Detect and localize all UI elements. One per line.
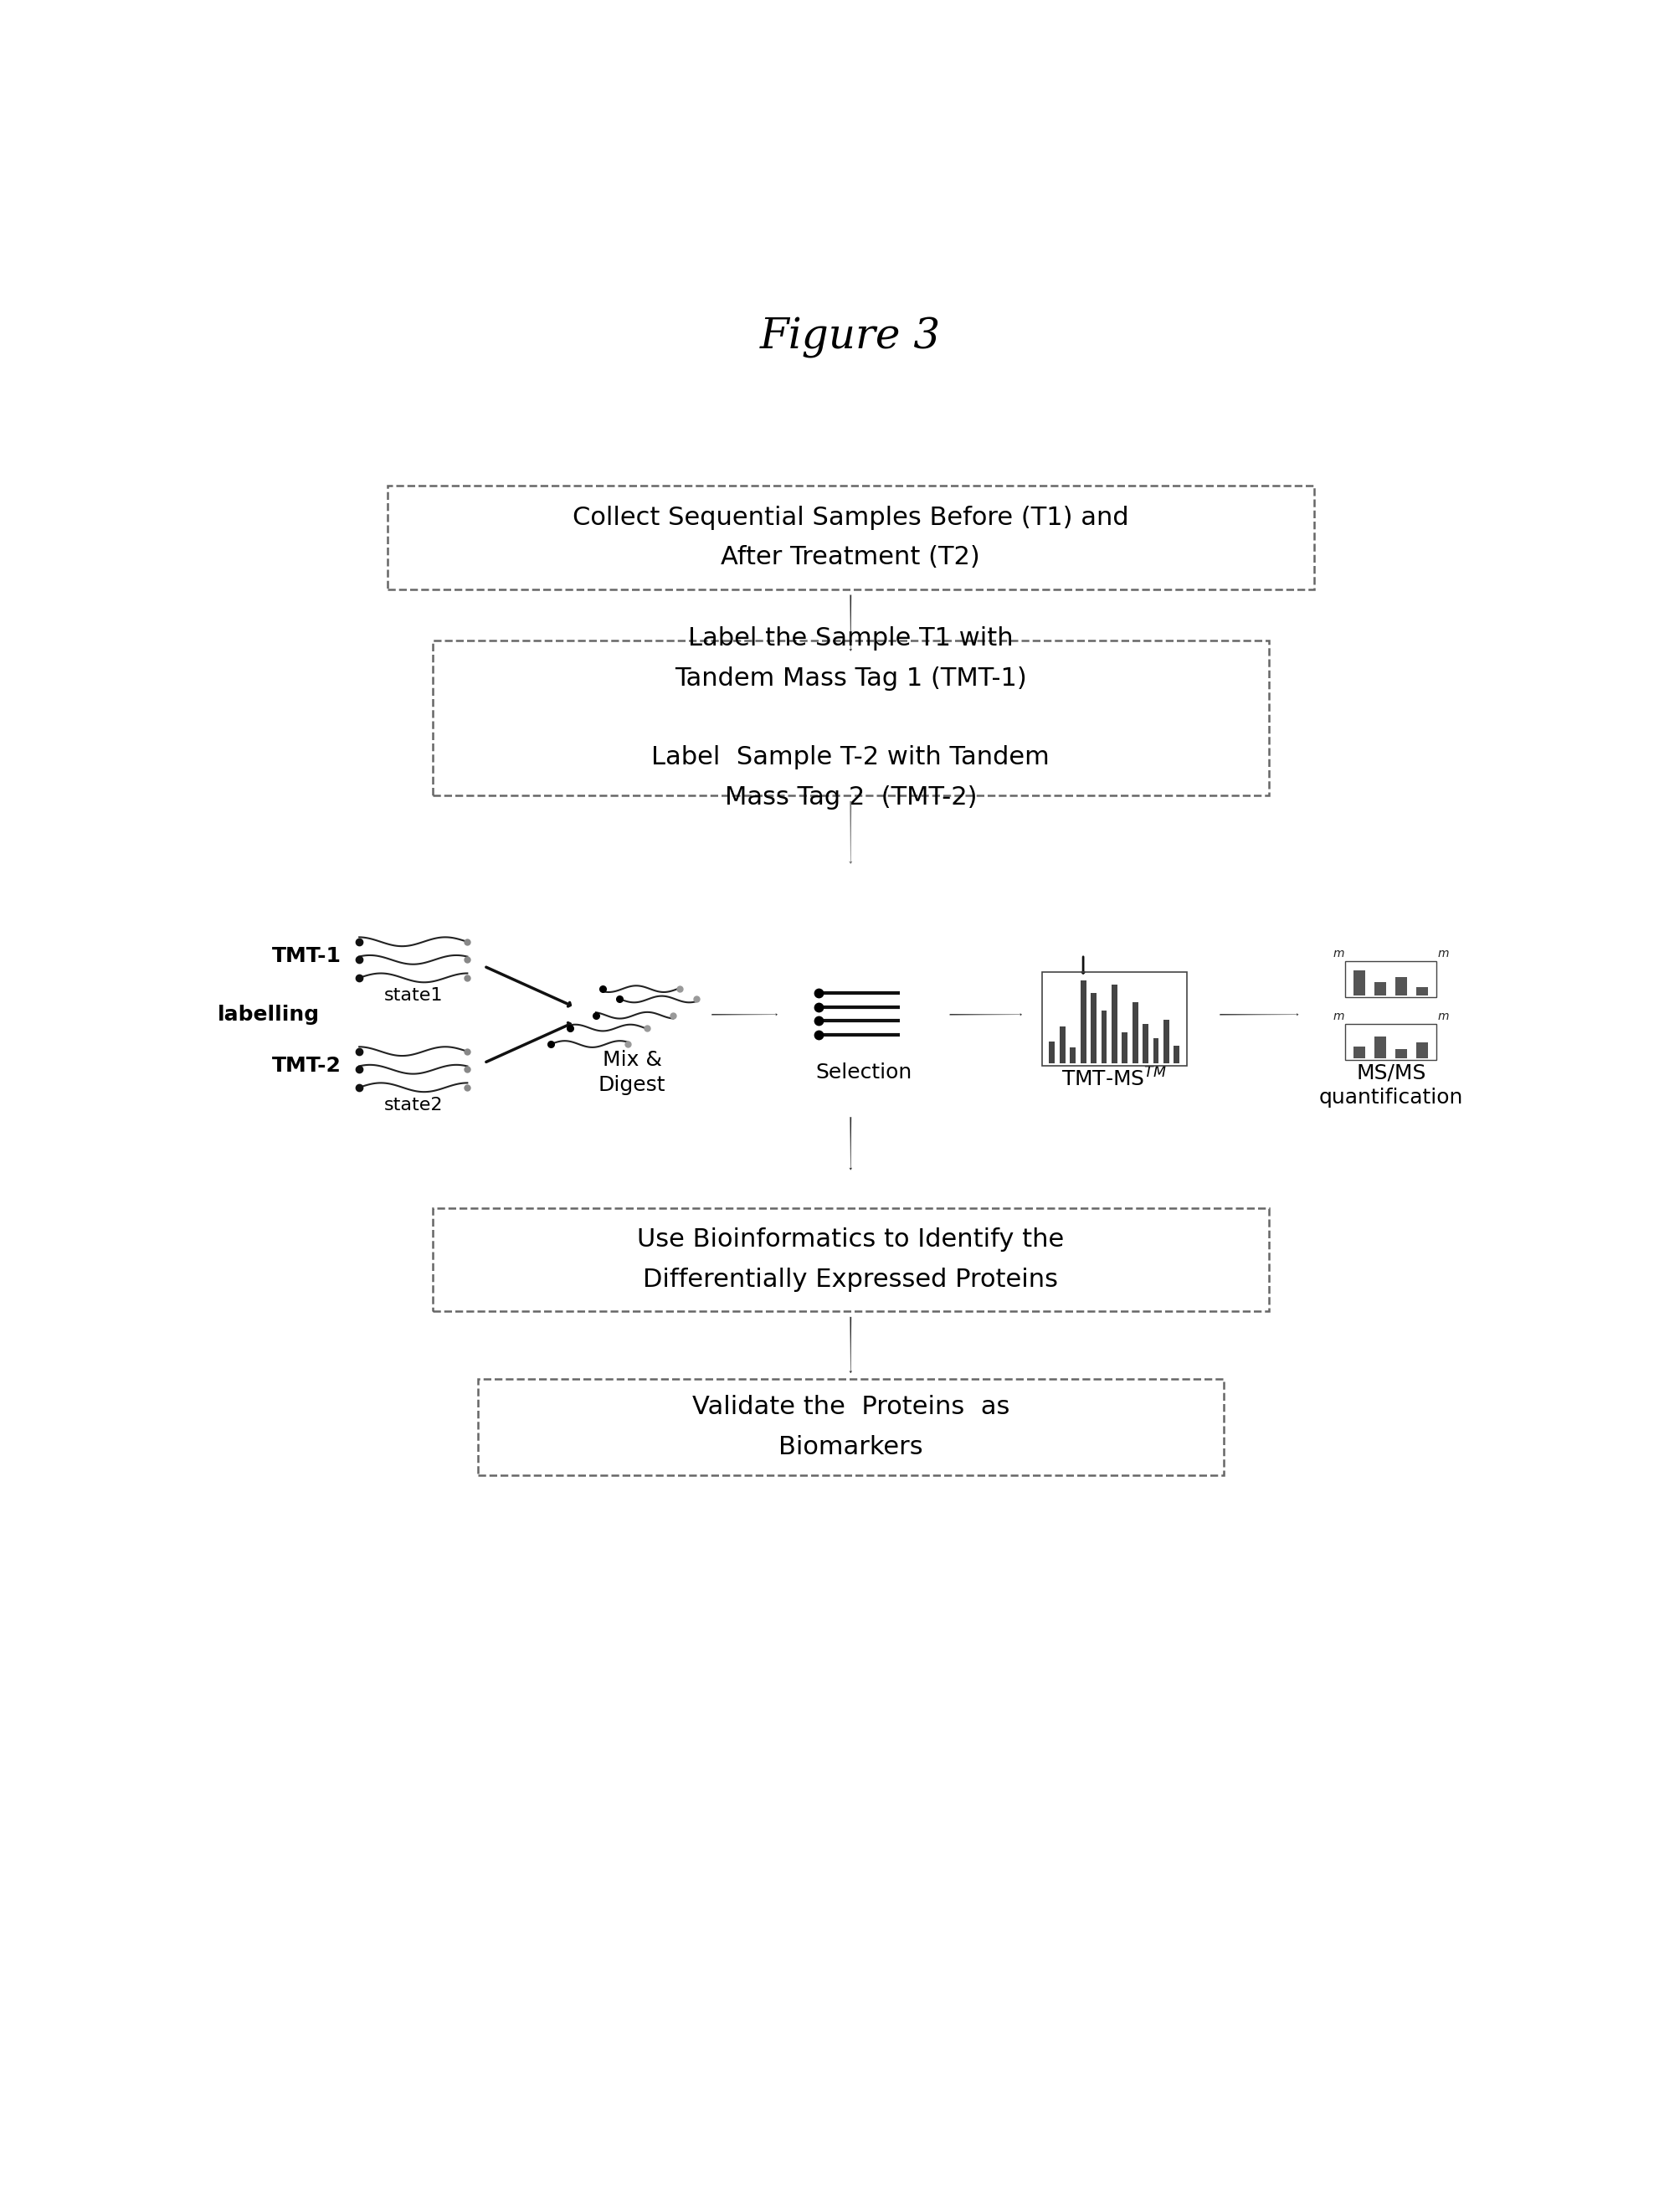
Bar: [1090, 993, 1097, 1064]
Bar: [1042, 971, 1186, 1066]
Bar: [1395, 1048, 1407, 1057]
Bar: [1354, 971, 1365, 995]
Text: Use Bioinformatics to Identify the
Differentially Expressed Proteins: Use Bioinformatics to Identify the Diffe…: [637, 1228, 1063, 1292]
Bar: [1121, 1033, 1126, 1064]
Text: Mix &
Digest: Mix & Digest: [597, 1051, 665, 1095]
FancyBboxPatch shape: [433, 641, 1267, 796]
Bar: [1344, 960, 1437, 998]
Text: MS/MS
quantification: MS/MS quantification: [1319, 1064, 1462, 1108]
Text: TMT-MS$^{TM}$: TMT-MS$^{TM}$: [1062, 1068, 1166, 1091]
FancyBboxPatch shape: [433, 1208, 1267, 1312]
Text: Figure 3: Figure 3: [760, 316, 941, 358]
Bar: [1112, 984, 1117, 1064]
Bar: [1070, 1046, 1075, 1064]
Text: labelling: labelling: [217, 1004, 320, 1024]
Bar: [1163, 1020, 1168, 1064]
Bar: [1395, 978, 1407, 995]
Text: Collect Sequential Samples Before (T1) and
After Treatment (T2): Collect Sequential Samples Before (T1) a…: [572, 507, 1128, 568]
Bar: [1354, 1046, 1365, 1057]
Bar: [1415, 1042, 1427, 1057]
Bar: [1374, 982, 1385, 995]
Text: state1: state1: [383, 987, 443, 1004]
Bar: [1131, 1002, 1138, 1064]
Text: TMT-1: TMT-1: [272, 947, 342, 967]
Bar: [1141, 1024, 1148, 1064]
Bar: [1048, 1042, 1055, 1064]
Bar: [1173, 1046, 1180, 1064]
Bar: [1100, 1011, 1107, 1064]
Bar: [1374, 1037, 1385, 1057]
Bar: [1415, 987, 1427, 995]
Bar: [1058, 1026, 1065, 1064]
Bar: [1344, 1024, 1437, 1060]
Text: m: m: [1437, 949, 1448, 960]
FancyBboxPatch shape: [388, 487, 1314, 588]
Bar: [1080, 980, 1085, 1064]
Text: m: m: [1332, 1011, 1344, 1022]
Text: Selection: Selection: [815, 1062, 911, 1082]
FancyBboxPatch shape: [478, 1378, 1223, 1475]
Text: Validate the  Proteins  as
Biomarkers: Validate the Proteins as Biomarkers: [692, 1396, 1009, 1460]
Bar: [1153, 1040, 1158, 1064]
Text: state2: state2: [383, 1097, 443, 1113]
Text: m: m: [1332, 949, 1344, 960]
Text: m: m: [1437, 1011, 1448, 1022]
Text: TMT-2: TMT-2: [272, 1055, 342, 1077]
Text: Label the Sample T1 with
Tandem Mass Tag 1 (TMT-1)

Label  Sample T-2 with Tande: Label the Sample T1 with Tandem Mass Tag…: [652, 626, 1048, 810]
